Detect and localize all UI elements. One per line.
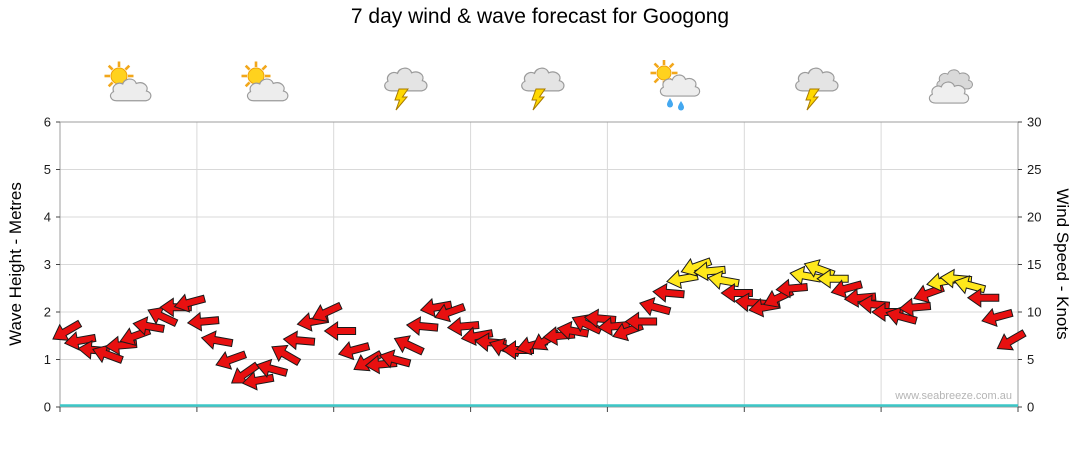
wind-arrow bbox=[271, 344, 302, 367]
wind-arrow bbox=[734, 292, 767, 313]
wind-arrow bbox=[186, 311, 220, 332]
weather-icon-thunder bbox=[384, 67, 428, 111]
wind-arrow bbox=[132, 316, 165, 336]
wind-arrow bbox=[966, 287, 1000, 308]
weather-icon-box bbox=[373, 60, 431, 117]
wind-arrow bbox=[405, 316, 439, 336]
weather-icon-thunder bbox=[795, 67, 839, 111]
wind-arrow bbox=[173, 293, 207, 313]
sun-ray bbox=[261, 64, 268, 71]
wind-arrow bbox=[830, 279, 863, 299]
right-tick-label: 15 bbox=[1027, 257, 1041, 272]
wind-arrow bbox=[789, 265, 822, 286]
rain-drop bbox=[678, 101, 684, 111]
cloud-shape bbox=[928, 81, 970, 104]
watermark: www.seabreeze.com.au bbox=[894, 390, 1012, 402]
sun-shape bbox=[656, 65, 672, 81]
wind-arrow bbox=[255, 358, 289, 378]
wind-arrow bbox=[337, 341, 371, 361]
cloud-shape bbox=[246, 78, 289, 102]
wind-arrow bbox=[311, 301, 343, 323]
wind-arrow bbox=[775, 278, 808, 299]
right-tick-label: 20 bbox=[1027, 210, 1041, 225]
wind-arrow bbox=[981, 307, 1014, 328]
wind-arrow bbox=[215, 350, 248, 370]
left-tick-label: 4 bbox=[44, 210, 51, 225]
weather-icon-cloudy bbox=[928, 69, 974, 104]
cloud-shape bbox=[384, 67, 428, 92]
wind-arrow bbox=[720, 283, 753, 303]
wind-arrow bbox=[571, 314, 603, 335]
left-tick-label: 0 bbox=[44, 400, 51, 415]
sun-ray bbox=[107, 64, 114, 71]
wind-arrow bbox=[624, 311, 658, 332]
wind-arrow bbox=[843, 288, 877, 308]
right-tick-label: 5 bbox=[1027, 352, 1034, 367]
wind-arrow bbox=[898, 297, 932, 318]
wind-arrow bbox=[885, 306, 918, 326]
wind-arrow bbox=[147, 306, 179, 327]
wind-arrow bbox=[92, 344, 124, 364]
weather-icon-partly-cloudy bbox=[241, 61, 289, 102]
left-tick-label: 6 bbox=[44, 115, 51, 130]
right-tick-label: 25 bbox=[1027, 162, 1041, 177]
lightning-bolt bbox=[805, 88, 820, 111]
wind-arrow bbox=[953, 275, 987, 295]
weather-icon-partly-cloudy bbox=[104, 61, 152, 102]
cloud-shape bbox=[521, 67, 565, 92]
wind-arrow bbox=[638, 297, 672, 317]
wind-arrow bbox=[693, 261, 726, 282]
weather-icon-box bbox=[510, 60, 568, 117]
wind-arrow bbox=[378, 349, 412, 369]
cloud-shape bbox=[795, 67, 839, 92]
wind-arrow bbox=[583, 308, 617, 329]
right-tick-label: 10 bbox=[1027, 305, 1041, 320]
wind-arrow bbox=[434, 302, 466, 323]
wind-arrow bbox=[996, 329, 1027, 351]
wind-arrow bbox=[393, 335, 425, 356]
wind-arrow bbox=[652, 282, 685, 303]
sun-ray bbox=[653, 77, 660, 84]
sun-ray bbox=[107, 81, 114, 88]
weather-icon-thunder bbox=[521, 67, 565, 111]
wind-arrow bbox=[63, 331, 97, 351]
wind-arrow bbox=[323, 321, 357, 341]
left-tick-label: 5 bbox=[44, 162, 51, 177]
wind-arrow bbox=[230, 361, 260, 384]
sun-ray bbox=[653, 62, 660, 69]
weather-icon-box bbox=[236, 60, 294, 117]
wind-arrow bbox=[857, 294, 891, 315]
weather-icon-box bbox=[99, 60, 157, 117]
wind-arrow bbox=[282, 330, 316, 351]
cloud-shape bbox=[659, 74, 701, 97]
weather-icon-sun-shower bbox=[650, 59, 701, 111]
right-tick-label: 30 bbox=[1027, 115, 1041, 130]
left-tick-label: 2 bbox=[44, 305, 51, 320]
wind-arrow bbox=[52, 319, 83, 341]
sun-ray bbox=[244, 64, 251, 71]
wind-arrow bbox=[200, 330, 234, 350]
weather-icon-box bbox=[647, 59, 705, 117]
sun-ray bbox=[124, 64, 131, 71]
wind-arrow bbox=[816, 268, 849, 289]
sun-ray bbox=[244, 81, 251, 88]
wind-arrow bbox=[419, 297, 453, 318]
sun-ray bbox=[668, 62, 675, 69]
wind-arrow bbox=[707, 270, 740, 290]
left-tick-label: 1 bbox=[44, 352, 51, 367]
weather-icon-box bbox=[921, 60, 979, 117]
weather-icon-box bbox=[784, 60, 842, 117]
wind-arrow bbox=[446, 316, 480, 337]
rain-drop bbox=[667, 98, 673, 108]
left-tick-label: 3 bbox=[44, 257, 51, 272]
wind-arrow bbox=[556, 320, 590, 341]
lightning-bolt bbox=[394, 88, 409, 111]
cloud-shape bbox=[109, 78, 152, 102]
lightning-bolt bbox=[531, 88, 546, 111]
chart-title: 7 day wind & wave forecast for Googong bbox=[350, 5, 730, 28]
right-tick-label: 0 bbox=[1027, 400, 1034, 415]
